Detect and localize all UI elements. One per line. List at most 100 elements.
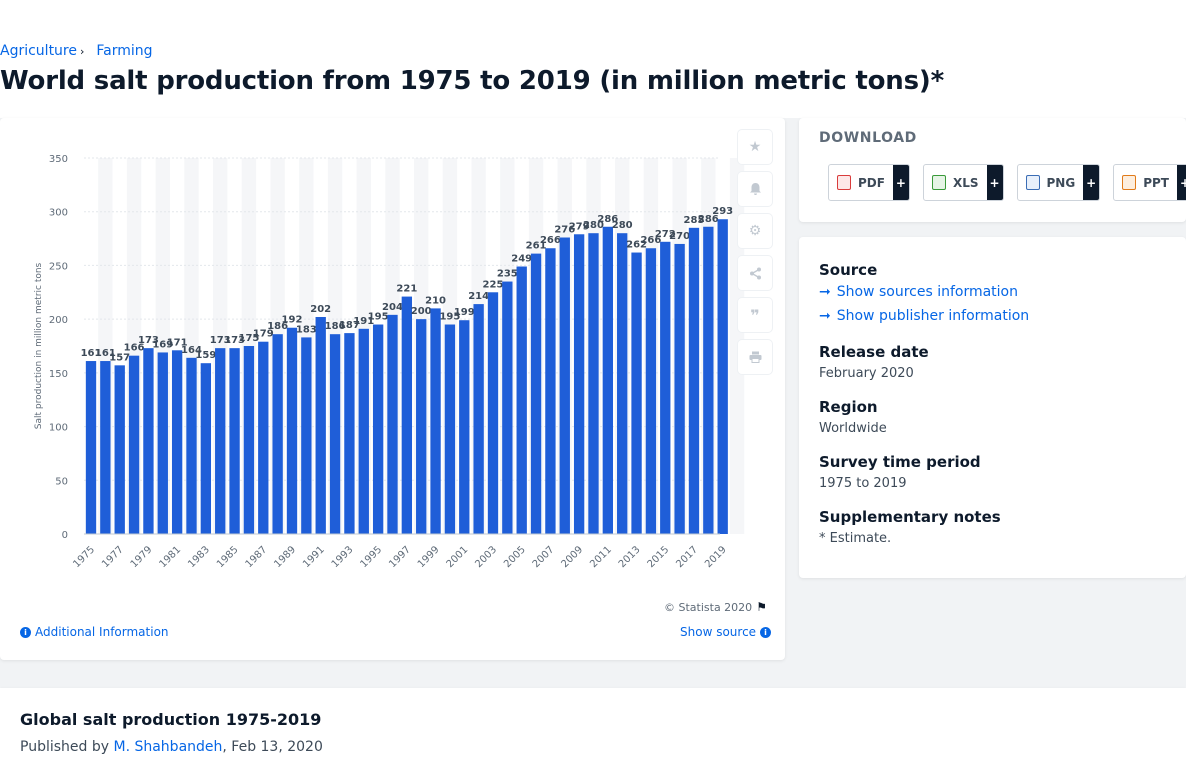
data-label: 202 [310, 304, 331, 315]
data-label: 200 [411, 306, 432, 317]
data-label: 262 [626, 240, 647, 251]
bar [502, 281, 513, 534]
bar [516, 266, 527, 534]
y-tick-label: 150 [49, 369, 68, 380]
data-label: 266 [640, 235, 661, 246]
breadcrumb-item-agriculture[interactable]: Agriculture [0, 43, 77, 59]
info-icon: i [760, 626, 772, 638]
additional-information-link[interactable]: i Additional Information [20, 625, 169, 639]
bar [186, 357, 197, 534]
download-title: DOWNLOAD [819, 130, 917, 146]
x-tick-label: 2001 [445, 544, 471, 570]
plus-icon: + [1083, 165, 1100, 200]
data-label: 173 [210, 335, 231, 346]
quote-icon[interactable]: ❞ [738, 298, 772, 332]
print-icon[interactable] [738, 340, 772, 374]
bar [602, 226, 614, 535]
y-tick-label: 300 [49, 208, 68, 219]
data-label: 279 [569, 221, 590, 232]
x-tick-label: 1999 [416, 544, 442, 570]
gear-icon[interactable]: ⚙ [738, 214, 772, 248]
bar [430, 308, 441, 534]
data-label: 186 [325, 321, 346, 332]
plus-icon: + [986, 165, 1003, 200]
data-label: 192 [282, 315, 303, 326]
plus-icon: + [892, 165, 909, 200]
survey-period-heading: Survey time period [819, 453, 981, 471]
data-label: 164 [181, 345, 202, 356]
show-sources-label: Show sources information [836, 284, 1018, 300]
data-label: 270 [669, 231, 690, 242]
bar [286, 327, 298, 534]
x-tick-label: 1993 [330, 544, 356, 570]
arrow-right-icon: ➞ [819, 284, 831, 300]
data-label: 272 [655, 229, 676, 240]
data-label: 210 [425, 295, 446, 306]
bar [559, 237, 570, 535]
bar [717, 219, 728, 534]
data-label: 235 [497, 269, 518, 280]
data-label: 183 [296, 324, 317, 335]
y-tick-label: 100 [49, 423, 68, 434]
statistic-details-panel: Source ➞ Show sources information ➞ Show… [799, 237, 1186, 578]
data-label: 161 [95, 348, 116, 359]
bell-icon[interactable] [738, 172, 772, 206]
download-xls-label: XLS [952, 175, 979, 190]
chevron-right-icon: › [80, 44, 85, 58]
bar [588, 233, 599, 534]
xls-file-icon [931, 175, 946, 190]
star-icon[interactable]: ★ [738, 130, 772, 164]
x-tick-label: 2019 [703, 544, 729, 570]
bar [329, 334, 341, 534]
data-label: 286 [597, 214, 618, 225]
data-label: 261 [526, 241, 547, 252]
data-label: 159 [195, 350, 216, 361]
show-sources-link[interactable]: ➞ Show sources information [819, 284, 1018, 300]
bar [372, 324, 384, 534]
breadcrumb-item-farming[interactable]: Farming [96, 43, 153, 59]
data-label: 186 [267, 321, 288, 332]
data-label: 285 [684, 215, 705, 226]
bar [545, 248, 556, 535]
pdf-file-icon [837, 175, 851, 190]
x-tick-label: 1975 [71, 544, 97, 570]
download-ppt-label: PPT [1143, 175, 1169, 190]
data-label: 199 [454, 307, 475, 318]
show-source-link[interactable]: Show source i [680, 625, 772, 639]
data-label: 179 [253, 329, 274, 340]
region-value: Worldwide [819, 421, 887, 436]
flag-icon[interactable]: ⚑ [756, 600, 767, 614]
chart-card: 0 50 100 150 200 250 300 350 Salt production in … [0, 118, 785, 660]
x-tick-label: 2015 [646, 544, 672, 570]
bar [444, 324, 456, 534]
download-pdf-label: PDF [858, 175, 885, 190]
show-publisher-label: Show publisher information [836, 308, 1030, 324]
bar [243, 346, 255, 534]
info-icon: i [20, 626, 31, 638]
plus-icon: + [1176, 165, 1186, 200]
bar [631, 252, 642, 534]
bar-chart: 0 50 100 150 200 250 300 350 Salt production in … [34, 154, 745, 570]
author-link[interactable]: M. Shahbandeh [113, 739, 223, 755]
supplementary-notes-value: * Estimate. [819, 531, 892, 546]
show-publisher-link[interactable]: ➞ Show publisher information [819, 308, 1029, 324]
bar [416, 319, 427, 534]
y-tick-label: 50 [55, 476, 68, 487]
y-tick-label: 0 [62, 530, 68, 541]
data-label: 171 [167, 337, 188, 348]
download-panel: DOWNLOAD PDF + XLS + PNG + PPT + [799, 118, 1186, 222]
download-ppt-button[interactable]: PPT + [1113, 164, 1186, 201]
breadcrumb: Agriculture › Farming [0, 43, 153, 59]
source-heading: Source [819, 261, 878, 279]
bar [200, 363, 212, 534]
bar [272, 334, 283, 534]
published-by: Published by M. Shahbandeh, Feb 13, 2020 [20, 739, 323, 755]
download-xls-button[interactable]: XLS + [922, 164, 1004, 201]
download-png-button[interactable]: PNG + [1016, 164, 1101, 201]
share-icon[interactable] [738, 256, 772, 290]
png-file-icon [1025, 175, 1040, 190]
data-label: 187 [339, 320, 360, 331]
bar [229, 348, 240, 534]
supplementary-notes-heading: Supplementary notes [819, 508, 1001, 526]
download-pdf-button[interactable]: PDF + [828, 164, 910, 201]
